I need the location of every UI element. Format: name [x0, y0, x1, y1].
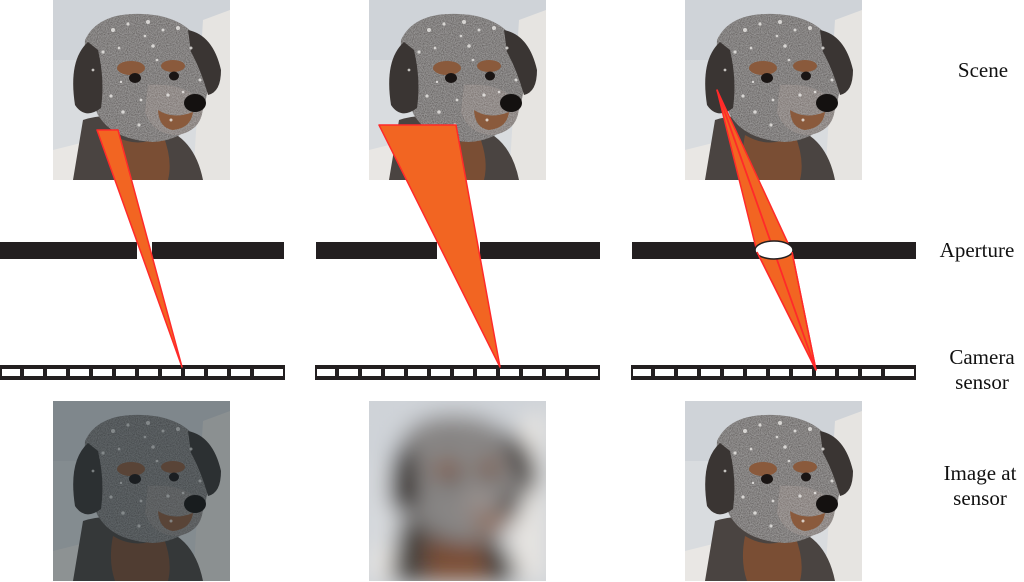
sensor-image-3	[685, 401, 862, 581]
sensor-image-2	[369, 401, 546, 581]
image-at-sensor-label: Image at sensor	[943, 461, 1017, 510]
aperture-2	[316, 242, 600, 259]
scene-label: Scene	[957, 58, 1009, 82]
aperture-1	[0, 242, 284, 259]
sensor-1	[0, 365, 285, 380]
sensor-image-1	[53, 401, 230, 581]
scene-image-3	[685, 0, 862, 180]
scene-image-1	[53, 0, 230, 180]
sensor-2	[315, 365, 600, 380]
light-cone-3	[716, 89, 817, 371]
light-cone-2	[378, 124, 501, 368]
sensor-3	[631, 365, 916, 380]
light-cone-1	[96, 129, 183, 368]
aperture-label: Aperture	[939, 238, 1015, 262]
camera-sensor-label: Camera sensor	[949, 345, 1015, 394]
